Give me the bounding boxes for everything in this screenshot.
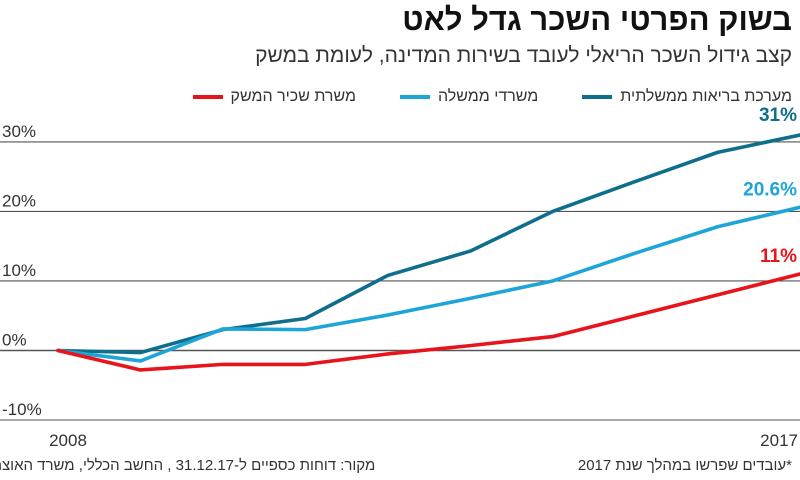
legend-item-ministries: משרדי ממשלה	[399, 88, 539, 106]
series-line	[56, 272, 800, 372]
x-tick-label: 2008	[49, 431, 87, 450]
y-tick-label: 0%	[2, 330, 27, 349]
x-tick-label: 2017	[760, 431, 798, 450]
series-end-label: 31%	[759, 105, 797, 126]
y-tick-label: 30%	[2, 122, 36, 141]
series-line	[56, 133, 800, 355]
chart-subtitle: קצב גידול השכר הריאלי לעובד בשירות המדינ…	[255, 44, 792, 67]
legend-label: משרת שכיר המשק	[230, 88, 356, 105]
chart-legend: מערכת בריאות ממשלתית משרדי ממשלה משרת שכ…	[192, 88, 792, 106]
y-tick-label: 20%	[2, 191, 36, 210]
footer-source: מקור: דוחות כספיים ל-31.12.17 , החשב הכל…	[0, 457, 376, 474]
legend-item-economy: משרת שכיר המשק	[192, 88, 356, 106]
series-end-label: 11%	[760, 246, 797, 267]
footer-note: *עובדים שפרשו במהלך שנת 2017	[577, 457, 792, 474]
legend-swatch	[399, 95, 430, 99]
legend-label: מערכת בריאות ממשלתית	[620, 88, 792, 105]
legend-label: משרדי ממשלה	[437, 88, 539, 105]
chart-title: בשוק הפרטי השכר גדל לאט	[402, 2, 792, 37]
series-end-label: 20.6%	[743, 179, 797, 200]
y-tick-label: 10%	[2, 261, 36, 280]
legend-item-health: מערכת בריאות ממשלתית	[582, 88, 792, 106]
y-tick-label: -10%	[2, 400, 42, 419]
legend-swatch	[192, 95, 223, 99]
legend-swatch	[582, 95, 613, 99]
series-line	[56, 205, 800, 363]
